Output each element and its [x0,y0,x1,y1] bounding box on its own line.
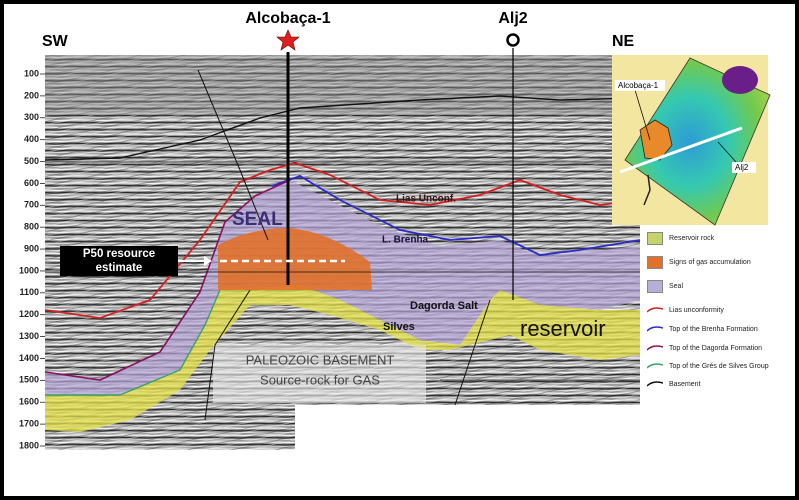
legend: Reservoir rock Signs of gas accumulation S… [643,228,793,398]
legend-label: Top of the Grés de Silves Group [669,362,769,370]
depth-tick-label: 200 [24,90,39,100]
legend-item: Signs of gas accumulation [647,256,789,269]
legend-label: Top of the Dagorda Formation [669,344,762,352]
brenha-horizon [271,175,641,256]
legend-item: Lias unconformity [647,306,789,314]
dagorda-label: Dagorda Salt [410,300,478,312]
depth-tick-label: 1300 [19,331,39,341]
shallow-zone [45,55,640,115]
lias-label: Lias Unconf. [396,194,456,205]
depth-tick-label: 300 [24,112,39,122]
inset-leader [634,89,651,141]
depth-tick-label: 1100 [19,287,39,297]
p50-arrowhead [204,256,212,266]
inset-high [639,119,673,161]
depth-tick-label: 1800 [19,440,39,450]
legend-swatch [647,256,663,269]
legend-swatch [647,232,663,245]
depth-tick-label: 1600 [19,397,39,407]
depth-tick-label: 700 [24,200,39,210]
well-star [276,29,300,51]
inset-section-line [619,126,743,174]
dagorda-horizon [44,179,291,381]
legend-item: Top of the Brenha Formation [647,325,789,333]
inset-leader [717,141,737,163]
p50-box [60,246,178,276]
inset-map: Alcobaça-1 Alj2 [612,55,771,226]
fault [197,69,269,241]
depth-tick-label: 500 [24,156,39,166]
legend-line-icon [647,326,663,332]
legend-line [647,380,663,388]
legend-line-icon [647,345,663,351]
legend-label: Basement [669,380,701,388]
legend-item: Reservoir rock [647,232,789,245]
p50-label: estimate [96,262,143,274]
legend-label: Lias unconformity [669,306,724,314]
inset-label-box [732,162,756,173]
inset-label-box [615,80,665,91]
legend-swatch [647,280,663,293]
legend-line [647,325,663,333]
depth-tick-label: 1700 [19,418,39,428]
inset-fault [643,174,651,206]
reflector [44,95,641,161]
brenha-label: L. Brenha [382,235,429,246]
inset-well-1-label: Alcobaça-1 [618,81,659,90]
legend-label: Seal [669,283,684,290]
depth-tick-label: 1000 [19,265,39,275]
well-2-label: Alj2 [498,10,527,27]
inset-well-2-label: Alj2 [735,163,749,172]
reservoir-layer [45,285,640,432]
legend-line [647,344,663,352]
fault [204,289,251,421]
depth-tick-label: 1200 [19,309,39,319]
legend-line [647,362,663,370]
legend-line-icon [647,381,663,387]
legend-line-icon [647,307,663,313]
inset-low [722,66,758,94]
gas-accumulation [218,228,372,290]
legend-label: Reservoir rock [669,235,715,242]
basement-label: PALEOZOIC BASEMENT [246,352,395,367]
sw-label: SW [42,33,69,50]
legend-item: Top of the Dagorda Formation [647,344,789,352]
basement-label: Source-rock for GAS [260,372,380,387]
depth-tick-label: 600 [24,178,39,188]
well-circle [506,33,520,47]
lias-horizon [44,162,641,319]
legend-item: Top of the Grés de Silves Group [647,362,789,370]
depth-tick-label: 100 [24,68,39,78]
depth-tick-label: 800 [24,222,39,232]
depth-tick-label: 400 [24,134,39,144]
ne-label: NE [612,33,635,50]
legend-line [647,306,663,314]
legend-item: Seal [647,280,789,293]
silves-label: Silves [383,321,415,333]
legend-item: Basement [647,380,789,388]
depth-tick-label: 1500 [19,375,39,385]
silves-horizon [45,289,221,396]
basement-label-box [213,345,426,403]
seal-label: SEAL [232,209,283,230]
legend-line-icon [647,363,663,369]
inset-surface [624,57,771,226]
legend-label: Top of the Brenha Formation [669,325,758,333]
reservoir-label: reservoir [520,316,606,341]
well-1-label: Alcobaça-1 [245,10,330,27]
p50-label: P50 resource [83,248,155,260]
fault [454,299,491,406]
legend-label: Signs of gas accumulation [669,259,751,266]
depth-tick-label: 900 [24,243,39,253]
depth-tick-label: 1400 [19,353,39,363]
